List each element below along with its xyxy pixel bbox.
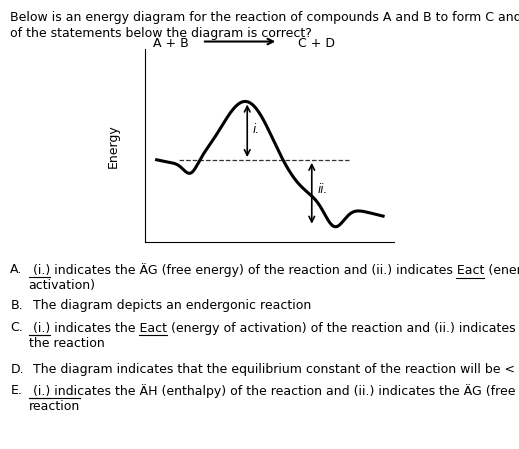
Text: (i.) indicates the ÄH (enthalpy) of the reaction and (ii.) indicates the ÄG (fre: (i.) indicates the ÄH (enthalpy) of the … <box>29 384 519 413</box>
Text: Below is an energy diagram for the reaction of compounds A and B to form C and D: Below is an energy diagram for the react… <box>10 11 519 24</box>
Text: B.: B. <box>10 299 23 312</box>
Text: C.: C. <box>10 321 23 334</box>
Text: i.: i. <box>253 123 260 136</box>
Text: (i.) indicates the ÄG (free energy) of the reaction and (ii.) indicates Eact (en: (i.) indicates the ÄG (free energy) of t… <box>29 263 519 292</box>
Text: A + B: A + B <box>153 37 189 50</box>
Text: (i.) indicates the Eact (energy of activation) of the reaction and (ii.) indicat: (i.) indicates the Eact (energy of activ… <box>29 321 519 350</box>
Text: of the statements below the diagram is correct?: of the statements below the diagram is c… <box>10 27 312 40</box>
Text: A.: A. <box>10 263 23 276</box>
Text: The diagram indicates that the equilibrium constant of the reaction will be < 1: The diagram indicates that the equilibri… <box>29 363 519 376</box>
Text: The diagram depicts an endergonic reaction: The diagram depicts an endergonic reacti… <box>29 299 311 312</box>
Text: C + D: C + D <box>298 37 335 50</box>
Text: Energy: Energy <box>107 124 120 168</box>
Text: D.: D. <box>10 363 24 376</box>
Text: E.: E. <box>10 384 22 397</box>
Text: ii.: ii. <box>318 183 327 196</box>
